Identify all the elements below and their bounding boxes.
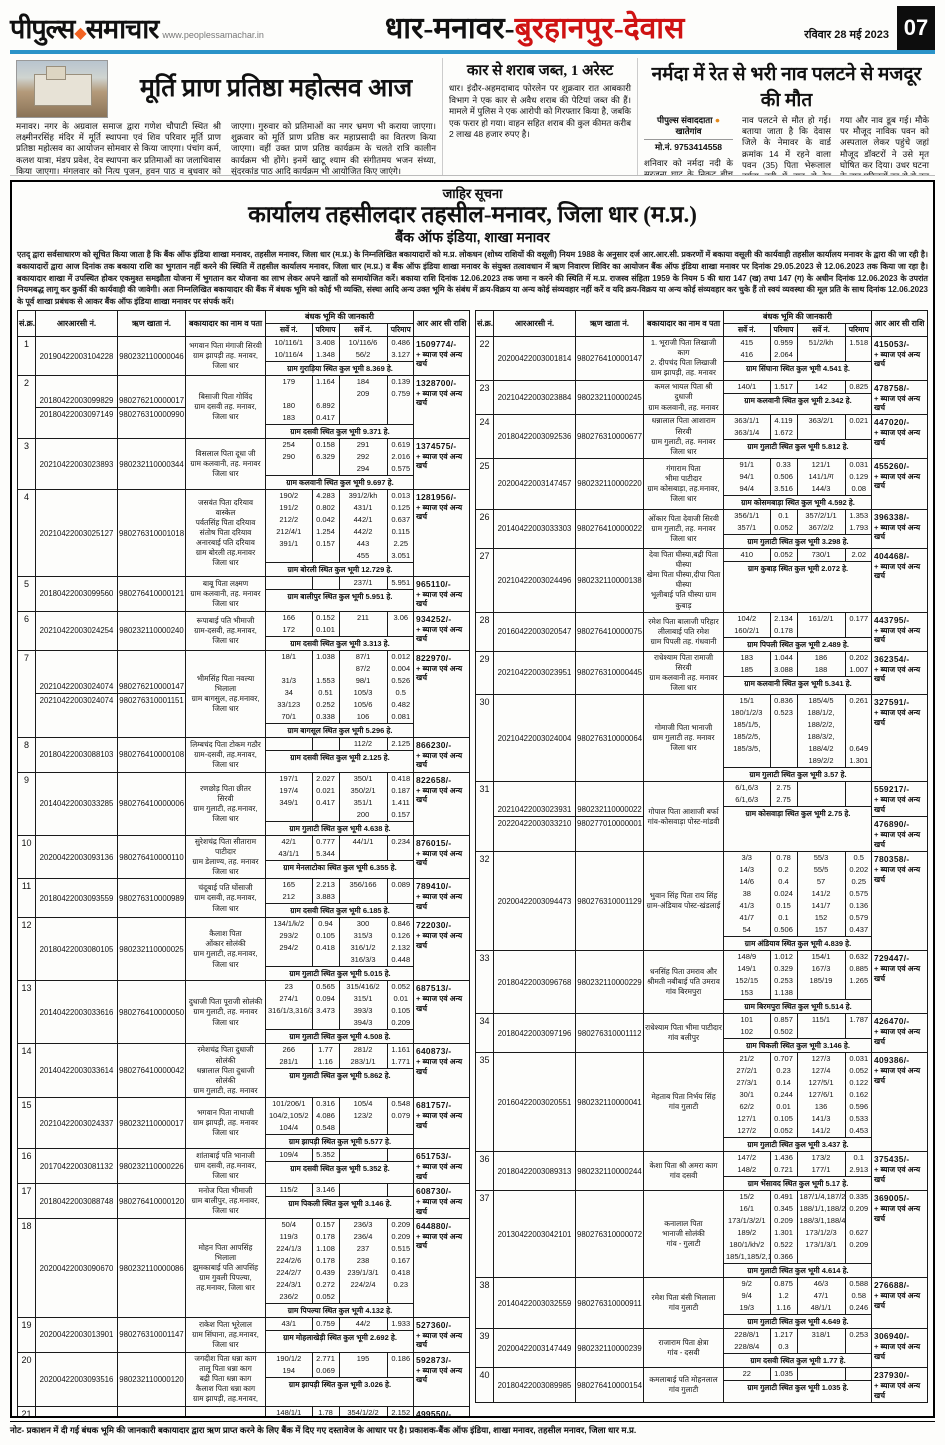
table-row: 2120180422003089463980276410000144बाबूला… [17,1405,470,1416]
table-row: 4 20210422003025127 980276310001018 जसवंत प… [17,489,470,577]
defaulter-tables: सं.क्र. आरआरसी नं. ऋण खाता नं. बकायादार … [17,310,928,1416]
subcol-area: परिमाप [769,324,797,336]
article-murti-pran: मूर्ति प्राण प्रतिष्ठा महोत्सव आज मनावर।… [10,58,442,175]
table-row: 19 20200422003013901 980276310001147 राकेश … [17,1317,470,1353]
table-row: 6 20210422003024254 980232110000240 रूपाबाई… [17,610,470,651]
table-row: 31 20210422003023931 20220422003033210 9802… [475,781,928,853]
col-header-loan: ऋण खाता नं. [117,310,186,337]
website-url: www.peoplessamachar.in [162,30,264,40]
table-row: 11 20180422003093559 980276310000989 चंदूबा… [17,878,470,919]
public-notice-box: जाहिर सूचना कार्यालय तहसीलदार तहसील-मनाव… [10,180,935,1418]
subcol-survey: सर्वे नं. [279,325,298,334]
table-row: 9 20140422003033285 980276410000006 रणछोड़ … [17,771,470,836]
articles-strip: मूर्ति प्राण प्रतिष्ठा महोत्सव आज मनावर।… [10,58,935,176]
table-row: 17 20180422003088748 980276410000120 मनोज प… [17,1183,470,1219]
col-header-rrc: आरआरसी नं. [35,310,118,337]
col-header-amount: आर आर सी राशि [871,310,928,337]
table-row: 1 20190422003104228 980232110000046 भगवान प… [17,336,470,376]
table-row: 15 20210422003024337 980232110000017 भगवान … [17,1097,470,1150]
article-title: कार से शराब जब्त, 1 अरेस्ट [466,63,614,79]
subcol-area: परिमाप [311,324,339,336]
table-row: 25 20200422003147457 980232110000220 गंगारा… [475,457,928,510]
reporter-phone: मो.नं. 9753414558 [654,142,723,153]
bottom-note: नोट- प्रकाशन में दी गई बंधक भूमि की जानक… [10,1421,935,1436]
article-narmada-naav: नर्मदा में रेत से भरी नाव पलटने से मजदूर… [637,58,935,175]
table-row: 20 20200422003093516 980232110000120 जगदीश … [17,1351,470,1407]
notice-bank-line: बैंक ऑफ इंडिया, शाखा मनावर [395,229,550,246]
table-row: 7 20210422003024074 20210422003024074 98027… [17,649,470,738]
table-row: 27 20210422003024496 980232110000138 देवा प… [475,547,928,613]
page-number: 07 [897,6,935,50]
table-row: 33 20180422003096768 980232110000229 धनसिंह… [475,950,928,1015]
table-row: 3 20210422003023893 980232110000344 विसलाल … [17,438,470,490]
col-header-name: बकायादार का नाम व पता [185,310,266,337]
table-row: 22 20200422003001814 980276410000147 1. भूर… [475,336,928,381]
masthead: पीपुल्स◆समाचार www.peoplessamachar.in धा… [10,6,935,54]
col-header-sn: सं.क्र. [475,310,494,337]
col-header-name: बकायादार का नाम व पता [643,310,724,337]
article-body: पीपुल्स संवाददाता ● खातेगांव मो.नं. 9753… [644,115,929,175]
article-sharab-jabt: कार से शराब जब्त, 1 अरेस्ट धार। इंदौर-अह… [442,58,637,175]
col-header-loan: ऋण खाता नं. [575,310,644,337]
col-header-amount: आर आर सी राशि [413,310,470,337]
table-row: 35 20160422003020551 980232110000041 मेहताब… [475,1052,928,1153]
table-row: 36 20180422003089313 980232110000244 केशा प… [475,1151,928,1192]
article-body: धार। इंदौर-अहमदाबाद फोरलेन पर शुक्रवार र… [449,83,631,140]
table-row: 40 20180422003089985 980276410000154 कमलाबा… [475,1367,928,1404]
table-row: 8 20180422003088103 980276410000108 लिम्बचं… [17,736,470,773]
logo-diamond-icon: ◆ [74,25,86,42]
notice-intro-paragraph: एतद् द्वारा सर्वसाधारण को सूचित किया जात… [17,250,928,306]
defaulter-table-right: सं.क्र. आरआरसी नं. ऋण खाता नं. बकायादार … [475,310,928,1404]
table-row: 39 20200422003147449 980232110000239 राजारा… [475,1328,928,1369]
table-row: 37 20130422003042101 980276310000072 कनालाल… [475,1190,928,1279]
col-header-sn: सं.क्र. [17,310,36,337]
col-header-rrc: आरआरसी नं. [493,310,576,337]
table-row: 5 20180422003099560 980276410000121 बाबू पि… [17,576,470,612]
table-row: 16 20170422003081132 980232110000226 शांताब… [17,1148,470,1185]
table-row: 14 20140422003033614 980276410000042 रमेशचं… [17,1043,470,1099]
byline: पीपुल्स संवाददाता ● खातेगांव [644,115,733,141]
table-row: 2 20180422003099829 20180422003097149 98027… [17,375,470,439]
table-row: 10 20200422003093136 980276410000110 सुरेशच… [17,834,470,880]
subcol-area: परिमाप [386,324,414,336]
article-body: मनावर। नगर के अग्रवाल समाज द्वारा गणेश च… [16,121,436,175]
article-title: मूर्ति प्राण प्रतिष्ठा महोत्सव आज [139,75,413,103]
table-row: 24 20180422003092536 980276310000677 धन्नाल… [475,414,928,459]
subcol-survey: सर्वे नं. [338,324,387,336]
table-row: 28 20160422003020547 980276410000075 रमेश प… [475,611,928,652]
table-row: 12 20180422003080105 980232110000025 कैलाश … [17,917,470,982]
byline-bullet-icon: ● [714,115,721,125]
table-row: 18 20200422003090670 980232110000086 मोहन प… [17,1218,470,1318]
table-row: 34 20180422003097196 980276310001112 राधेश्… [475,1013,928,1054]
subcol-area: परिमाप [844,324,872,336]
notice-label: जाहिर सूचना [442,186,503,201]
table-row: 38 20140422003032559 980276310000911 रमेश प… [475,1277,928,1330]
table-row: 30 20210422003024004 980276310000064 गोमाजी… [475,694,928,783]
table-row: 13 20140422003033616 980276410000050 दुधाजी… [17,980,470,1045]
table-row: 29 20210422003023951 980276310000445 राधेश्… [475,650,928,696]
col-header-mortgage: बंधक भूमि की जानकारी [723,310,872,324]
issue-date: रविवार 28 मई 2023 [804,29,889,41]
table-row: 32 20200422003094473 980276310001129 भुवान … [475,851,928,952]
temple-photo [16,60,108,118]
newspaper-logo: पीपुल्स◆समाचार www.peoplessamachar.in [10,9,265,50]
logo-text: पीपुल्स◆समाचार [10,14,159,44]
edition-title: धार-मनावर-बुरहानपुर-देवास [384,12,685,45]
subcol-survey: सर्वे नं. [737,325,756,334]
table-row: 26 20140422003033303 980276410000022 ओंकार … [475,508,928,549]
table-row: 23 20210422003023884 980232110000245 कमल भा… [475,379,928,416]
col-header-mortgage: बंधक भूमि की जानकारी [265,310,414,324]
article-title: नर्मदा में रेत से भरी नाव पलटने से मजदूर… [651,64,922,111]
notice-title: कार्यालय तहसीलदार तहसील-मनावर, जिला धार … [248,202,697,227]
defaulter-table-left: सं.क्र. आरआरसी नं. ऋण खाता नं. बकायादार … [17,310,470,1416]
subcol-survey: सर्वे नं. [796,324,845,336]
